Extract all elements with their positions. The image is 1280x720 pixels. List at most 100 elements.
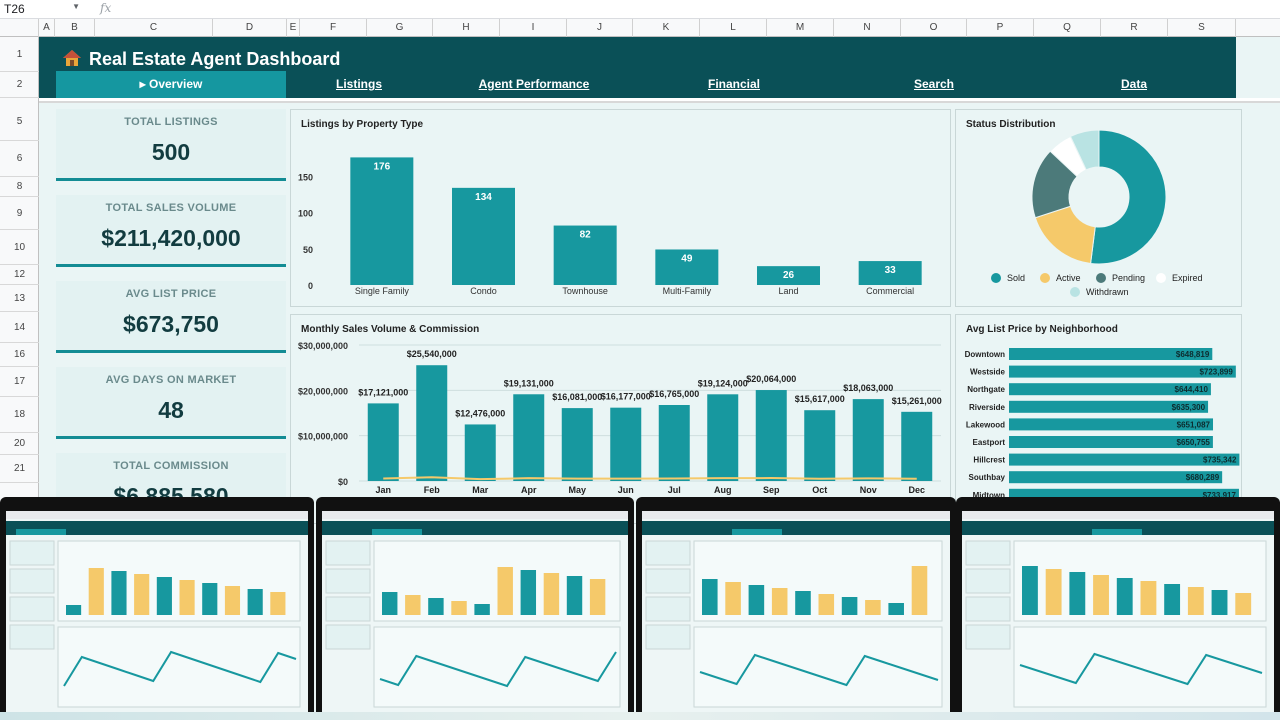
cell-reference: T26	[4, 2, 25, 16]
row-label[interactable]: 10	[0, 230, 39, 265]
bar	[1009, 453, 1240, 466]
row-label[interactable]: 12	[0, 265, 39, 285]
mini-bar	[451, 601, 467, 615]
tab-financial[interactable]: Financial	[707, 77, 760, 91]
bar	[416, 365, 448, 481]
row-label[interactable]: 16	[0, 343, 39, 367]
column-label[interactable]: J	[567, 19, 633, 37]
column-label[interactable]: R	[1101, 19, 1168, 37]
chart-neighborhood-price: Downtown $648,819 Westside $723,899 Northgat…	[965, 348, 1240, 501]
mini-active-tab	[1092, 529, 1142, 535]
mini-bar	[748, 585, 765, 615]
column-label[interactable]: H	[433, 19, 500, 37]
name-box[interactable]: T26 ▼	[4, 2, 84, 17]
mini-kpi	[965, 568, 1011, 594]
data-label: 176	[373, 161, 390, 172]
column-label[interactable]: E	[287, 19, 300, 37]
column-label[interactable]: S	[1168, 19, 1236, 37]
data-label: $635,300	[1172, 403, 1206, 412]
column-label[interactable]: I	[500, 19, 567, 37]
mini-bar	[1116, 578, 1133, 615]
mini-kpi	[325, 596, 371, 622]
row-label[interactable]: 2	[0, 72, 39, 98]
column-label[interactable]: M	[767, 19, 834, 37]
data-label: $25,540,000	[407, 349, 457, 359]
bar	[1009, 471, 1223, 484]
column-label[interactable]: O	[901, 19, 967, 37]
tab-data[interactable]: Data	[1120, 77, 1147, 91]
row-label[interactable]: 6	[0, 141, 39, 177]
row-label[interactable]: 9	[0, 197, 39, 230]
row-label[interactable]: 17	[0, 367, 39, 397]
column-label[interactable]: C	[95, 19, 213, 37]
data-label: $19,124,000	[698, 378, 748, 388]
bar	[1009, 400, 1209, 413]
x-tick-label: Single Family	[355, 286, 410, 296]
chart-panel-status: Status Distribution Sold Active Pending Exp…	[955, 109, 1242, 307]
column-label[interactable]: A	[39, 19, 55, 37]
tab-search[interactable]: Search	[913, 77, 955, 91]
mini-line	[379, 651, 617, 688]
row-label[interactable]: 20	[0, 433, 39, 455]
row-label[interactable]: 18	[0, 397, 39, 433]
column-label[interactable]: L	[700, 19, 767, 37]
mini-kpi	[965, 624, 1011, 650]
tab-agent-performance[interactable]: Agent Performance	[478, 77, 590, 91]
column-label[interactable]: F	[300, 19, 367, 37]
bar	[707, 394, 739, 481]
legend-label: Active	[1056, 273, 1081, 283]
mini-kpi	[9, 596, 55, 622]
bottom-strip	[0, 712, 1280, 720]
mini-bar	[818, 594, 835, 615]
data-label: $735,342	[1203, 456, 1237, 465]
column-label[interactable]: G	[367, 19, 433, 37]
commission-line	[383, 476, 917, 481]
mini-bar	[1211, 590, 1228, 615]
mini-bar	[1140, 581, 1157, 615]
mini-bar	[520, 570, 537, 615]
row-label[interactable]: 1	[0, 37, 39, 72]
row-label[interactable]: 13	[0, 285, 39, 312]
column-label[interactable]: N	[834, 19, 901, 37]
kpi-value: 500	[151, 139, 191, 165]
x-tick-label: Condo	[470, 286, 497, 296]
y-tick-label: Lakewood	[966, 420, 1005, 429]
tab-listings[interactable]: Listings	[335, 77, 382, 91]
chart-panel-neighborhood: Avg List Price by Neighborhood Downtown $…	[955, 314, 1242, 524]
data-label: $651,087	[1177, 420, 1211, 429]
row-label[interactable]: 8	[0, 177, 39, 197]
column-label[interactable]: B	[55, 19, 95, 37]
row-label[interactable]: 21	[0, 455, 39, 483]
column-label[interactable]	[0, 19, 39, 37]
nav-tabs: ▸ Overview Listings Agent Performance Fi…	[39, 71, 1236, 98]
column-label[interactable]: D	[213, 19, 287, 37]
formula-icon: fx	[100, 1, 112, 15]
bar	[561, 408, 593, 481]
mini-kpi	[325, 568, 371, 594]
column-label[interactable]: K	[633, 19, 700, 37]
chevron-down-icon[interactable]: ▼	[72, 2, 80, 11]
formula-bar: T26 ▼ fx	[0, 0, 1280, 19]
legend-marker	[1096, 273, 1106, 283]
data-label: $16,765,000	[649, 389, 699, 399]
legend-marker	[1070, 287, 1080, 297]
row-label[interactable]: 5	[0, 103, 39, 141]
column-label[interactable]: Q	[1034, 19, 1101, 37]
chart-panel-property-type: Listings by Property Type 0 50 100 150 176 Si…	[290, 109, 951, 307]
y-tick-label: $10,000,000	[298, 432, 348, 442]
y-tick-label: Midtown	[973, 491, 1006, 500]
data-label: 134	[475, 192, 492, 203]
bar	[858, 261, 922, 285]
bar	[655, 249, 719, 285]
y-tick-label: Westside	[970, 368, 1006, 377]
mini-bar	[1022, 566, 1038, 615]
row-label[interactable]: 14	[0, 312, 39, 343]
data-label: 82	[580, 230, 592, 241]
data-label: $17,121,000	[358, 387, 408, 397]
bar	[1009, 418, 1214, 431]
chart-status-distribution: Sold Active Pending Expired Withdrawn	[991, 129, 1203, 297]
column-label[interactable]: P	[967, 19, 1034, 37]
house-icon	[63, 50, 81, 66]
tab-overview[interactable]: ▸ Overview	[56, 71, 286, 98]
mini-panel	[693, 626, 943, 708]
